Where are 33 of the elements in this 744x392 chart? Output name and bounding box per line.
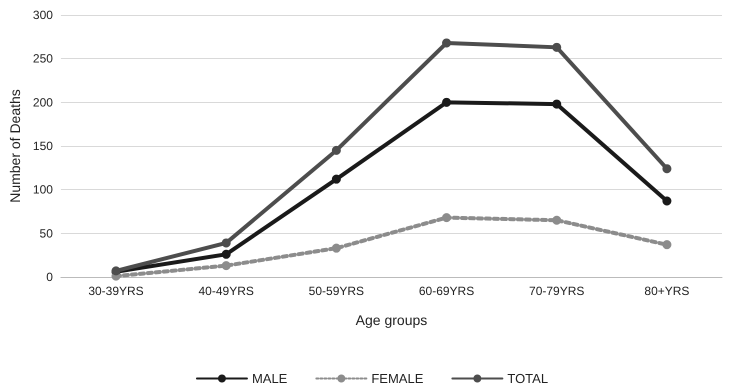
point (222, 238, 231, 248)
y-tick-label: 0 (46, 270, 54, 284)
x-tick-label: 30-39YRS (88, 284, 144, 298)
y-tick-label: 200 (32, 95, 54, 110)
y-tick-label: 50 (40, 226, 54, 240)
x-tick-label: 80+YRS (644, 284, 690, 298)
point (552, 100, 562, 109)
x-tick-label: 70-79YRS (529, 284, 584, 298)
point (442, 38, 452, 48)
point (332, 174, 341, 184)
x-tick-label: 60-69YRS (418, 284, 474, 298)
legend-label: MALE (252, 371, 288, 386)
point (662, 240, 672, 250)
legend-label: FEMALE (371, 371, 424, 386)
y-tick-label: 150 (32, 139, 54, 153)
point (222, 261, 231, 270)
y-tick-label: 250 (32, 52, 54, 66)
y-axis-title: Number of Deaths (7, 89, 23, 203)
x-tick-label: 50-59YRS (308, 284, 364, 298)
x-axis-title: Age groups (356, 312, 428, 328)
point (442, 213, 452, 222)
point (332, 244, 341, 253)
point (552, 42, 562, 52)
point (442, 98, 452, 107)
legend-label: TOTAL (507, 371, 548, 386)
point (552, 216, 562, 225)
x-tick-label: 40-49YRS (198, 284, 254, 298)
point (222, 250, 231, 259)
y-tick-label: 100 (32, 182, 54, 197)
point (662, 164, 672, 174)
point (332, 146, 341, 155)
y-tick-label: 300 (32, 8, 54, 22)
point (662, 196, 672, 206)
